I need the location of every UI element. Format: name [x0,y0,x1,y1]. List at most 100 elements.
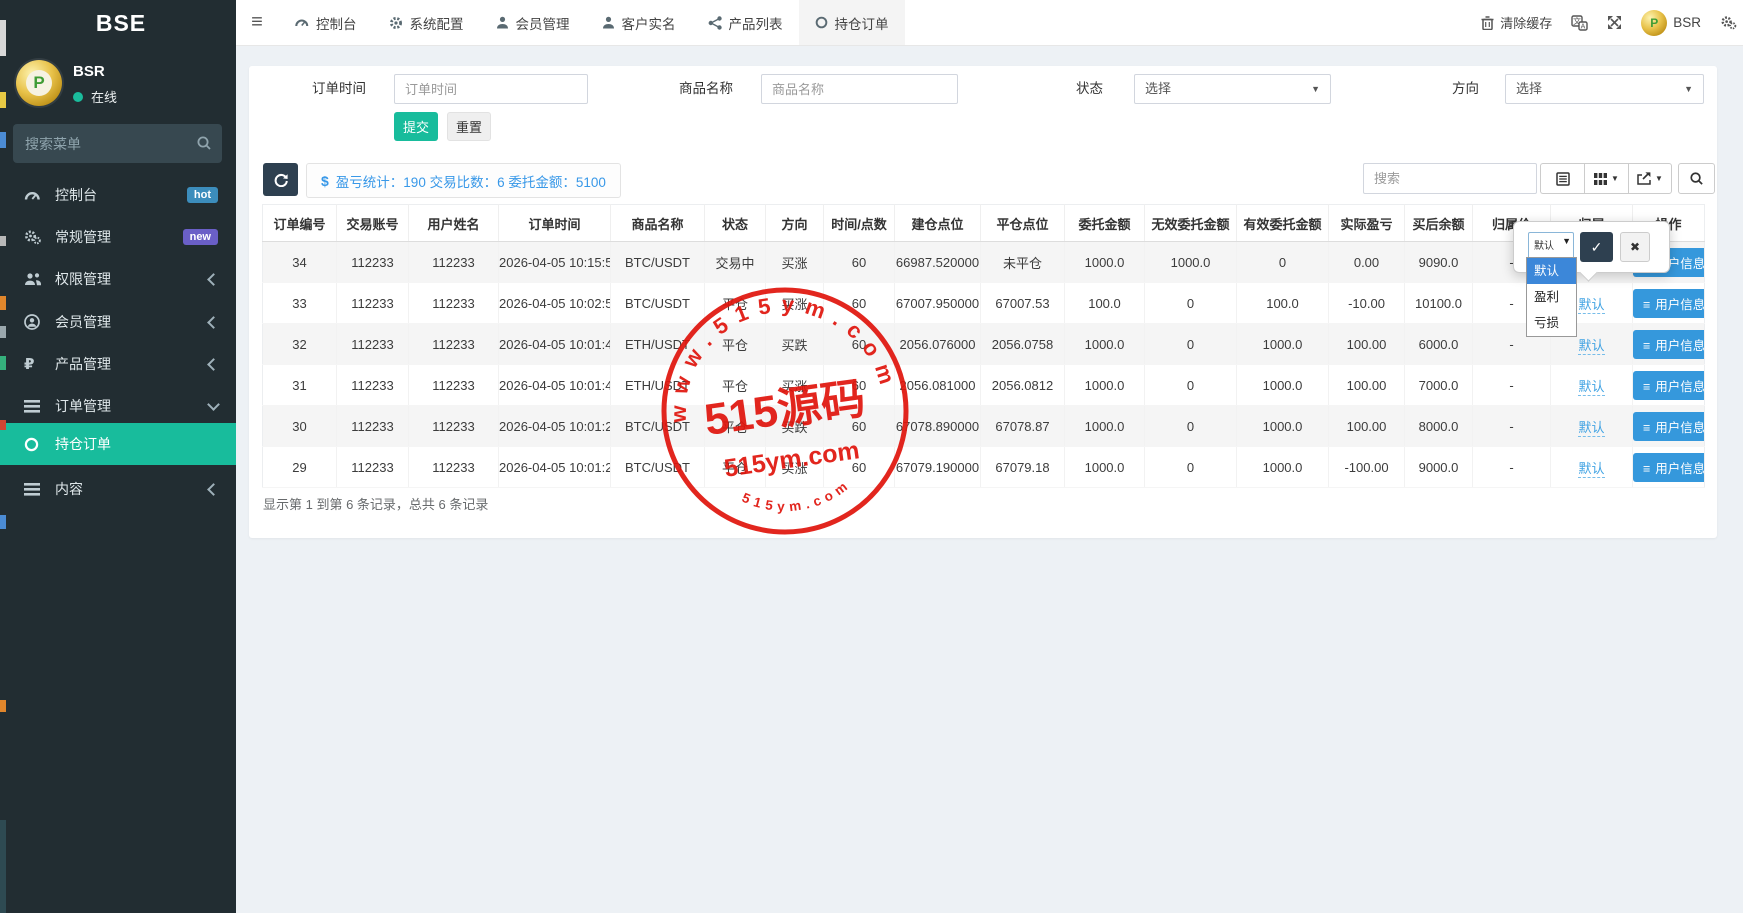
user-info-button[interactable]: ≡ 用户信息 [1633,411,1705,441]
col-period[interactable]: 时间/点数 [823,204,895,242]
close-icon: ✖ [1629,240,1641,254]
left-edge-artifact [0,420,6,430]
status-badge: 平仓 [704,282,766,324]
table-search-input[interactable] [1363,163,1537,194]
attribution-edit-link[interactable]: 默认 [1578,460,1605,478]
tab-system-config[interactable]: 系统配置 [373,0,480,45]
table-header-row: 订单编号 交易账号 用户姓名 订单时间 商品名称 状态 方向 时间/点数 建仓点… [262,204,1705,242]
direction-select-value: 选择 [1516,81,1543,96]
tab-label: 产品列表 [728,16,783,32]
tab-label: 客户实名 [621,16,676,32]
chevron-left-icon [207,272,220,286]
tab-member-management[interactable]: 会员管理 [480,0,586,45]
attribution-edit-link[interactable]: 默认 [1578,296,1605,314]
col-direction[interactable]: 方向 [765,204,824,242]
svg-text:文: 文 [1573,16,1581,26]
col-order-id[interactable]: 订单编号 [262,204,337,242]
user-info-label: 用户信息 [1655,297,1705,312]
cancel-button[interactable]: ✖ [1620,232,1650,262]
sidebar-item-label: 持仓订单 [55,436,111,452]
col-status[interactable]: 状态 [704,204,766,242]
sidebar-item-label: 订单管理 [55,398,111,414]
export-button[interactable]: ▼ [1628,163,1672,194]
trash-icon [1481,15,1494,30]
user-info-label: 用户信息 [1655,461,1705,476]
col-username[interactable]: 用户姓名 [408,204,499,242]
settings-menu[interactable] [1720,15,1737,30]
navbar-username: BSR [1673,15,1701,30]
status-badge: 平仓 [704,323,766,365]
tab-open-positions[interactable]: 持仓订单 [798,0,905,45]
user-info-button[interactable]: ≡ 用户信息 [1633,329,1705,359]
tab-label: 会员管理 [515,16,570,32]
search-icon[interactable] [196,135,212,151]
sidebar-search [13,124,222,163]
col-product[interactable]: 商品名称 [610,204,705,242]
sidebar-search-input[interactable] [13,124,195,163]
attribution-edit-link[interactable]: 默认 [1578,419,1605,437]
option-loss[interactable]: 亏损 [1534,316,1560,330]
left-edge-artifact [0,356,6,370]
refresh-button[interactable] [263,163,298,196]
sidebar-user-status: 在线 [73,87,117,106]
user-icon [496,16,509,29]
table-row: 29 112233 112233 2026-04-05 10:01:23 BTC… [262,446,1705,488]
users-icon [24,272,48,286]
tab-dashboard[interactable]: 控制台 [278,0,373,45]
col-actual-pl[interactable]: 实际盈亏 [1328,204,1405,242]
sidebar-item-content[interactable]: 内容 [0,468,236,510]
order-time-label: 订单时间 [312,81,366,96]
detail-view-button[interactable] [1540,163,1584,194]
col-valid-amount[interactable]: 有效委托金额 [1236,204,1329,242]
tab-product-list[interactable]: 产品列表 [692,0,799,45]
circle-o-icon [815,16,828,29]
left-edge-artifact [0,20,6,56]
reset-button[interactable]: 重置 [447,112,491,141]
option-default[interactable]: 默认 [1527,258,1576,284]
fullscreen-button[interactable] [1607,15,1622,30]
tab-customer-kyc[interactable]: 客户实名 [586,0,692,45]
sidebar-item-label: 控制台 [55,187,97,203]
search-submit-button[interactable] [1678,163,1715,194]
detail-view-icon [1555,171,1570,186]
search-icon [1689,171,1704,186]
user-info-button[interactable]: ≡ 用户信息 [1633,370,1705,400]
columns-button[interactable]: ▼ [1584,163,1628,194]
user-info-button[interactable]: ≡ 用户信息 [1633,288,1705,318]
sidebar-toggle-button[interactable]: ≡ [236,0,278,45]
order-time-input[interactable] [394,74,588,104]
submit-button[interactable]: 提交 [394,112,438,141]
gauge-icon [294,16,309,29]
status-select[interactable]: 选择 ▼ [1134,74,1331,104]
confirm-button[interactable]: ✓ [1580,232,1613,262]
user-menu[interactable]: P BSR [1641,9,1701,36]
sidebar-item-products[interactable]: ₽ 产品管理 [0,343,236,385]
attribution-edit-link[interactable]: 默认 [1578,337,1605,355]
col-order-time[interactable]: 订单时间 [498,204,611,242]
col-open-price[interactable]: 建仓点位 [894,204,981,242]
col-invalid-amount[interactable]: 无效委托金额 [1144,204,1237,242]
menu-icon: ≡ [251,11,263,33]
pl-statistics-text: 盈亏统计：190 交易比数：6 委托金额：5100 [335,174,606,190]
sidebar-item-general[interactable]: 常规管理 new [0,216,236,258]
clear-cache-button[interactable]: 清除缓存 [1481,13,1552,32]
sidebar-item-open-positions[interactable]: 持仓订单 [0,423,236,465]
col-amount[interactable]: 委托金额 [1064,204,1145,242]
attribution-edit-link[interactable]: 默认 [1578,378,1605,396]
user-info-label: 用户信息 [1655,420,1705,435]
list-icon: ≡ [1643,297,1651,312]
product-name-input[interactable] [761,74,958,104]
col-balance-after[interactable]: 买后余额 [1404,204,1473,242]
user-info-button[interactable]: ≡ 用户信息 [1633,452,1705,482]
sidebar-item-dashboard[interactable]: 控制台 hot [0,174,236,216]
sidebar-item-orders[interactable]: 订单管理 [0,385,236,427]
sidebar-item-members[interactable]: 会员管理 [0,301,236,343]
direction-select[interactable]: 选择 ▼ [1505,74,1704,104]
svg-text:A: A [1581,23,1586,30]
sidebar-item-permissions[interactable]: 权限管理 [0,258,236,300]
col-close-price[interactable]: 平仓点位 [980,204,1065,242]
option-profit[interactable]: 盈利 [1534,290,1560,304]
col-account[interactable]: 交易账号 [336,204,409,242]
